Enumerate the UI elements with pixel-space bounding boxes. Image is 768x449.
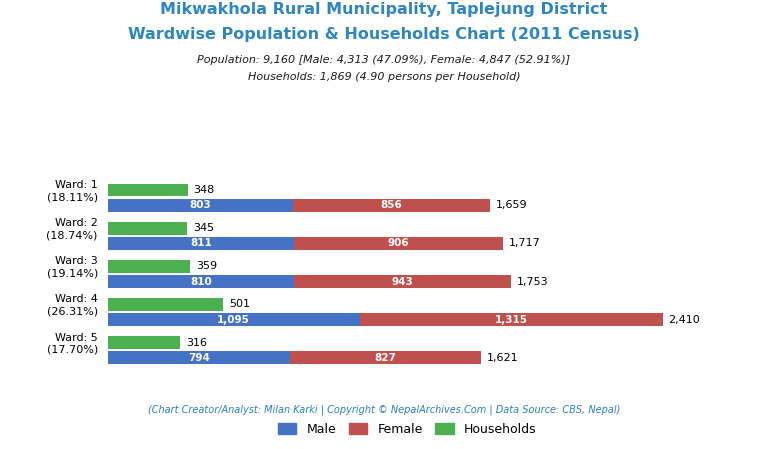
Text: 794: 794 xyxy=(188,353,210,363)
Text: 316: 316 xyxy=(186,338,207,348)
Text: 1,659: 1,659 xyxy=(495,200,527,210)
Text: 2,410: 2,410 xyxy=(668,315,700,325)
Text: 359: 359 xyxy=(196,261,217,271)
Bar xyxy=(108,336,180,349)
Text: Households: 1,869 (4.90 persons per Household): Households: 1,869 (4.90 persons per Hous… xyxy=(248,72,520,82)
Text: 1,315: 1,315 xyxy=(495,315,528,325)
Text: (Chart Creator/Analyst: Milan Karki | Copyright © NepalArchives.Com | Data Sourc: (Chart Creator/Analyst: Milan Karki | Co… xyxy=(147,404,621,414)
Bar xyxy=(294,275,511,288)
Text: 348: 348 xyxy=(194,185,215,195)
Text: 811: 811 xyxy=(190,238,212,248)
Bar xyxy=(359,313,663,326)
Bar xyxy=(294,237,503,250)
Bar xyxy=(108,313,359,326)
Bar xyxy=(108,260,190,273)
Bar xyxy=(108,199,293,212)
Legend: Male, Female, Households: Male, Female, Households xyxy=(273,418,541,441)
Text: 1,753: 1,753 xyxy=(517,277,549,286)
Text: 345: 345 xyxy=(193,223,214,233)
Bar xyxy=(108,222,187,234)
Bar xyxy=(108,275,294,288)
Bar xyxy=(108,237,294,250)
Text: 906: 906 xyxy=(388,238,409,248)
Bar xyxy=(290,352,481,364)
Text: 943: 943 xyxy=(392,277,414,286)
Bar xyxy=(293,199,490,212)
Text: Population: 9,160 [Male: 4,313 (47.09%), Female: 4,847 (52.91%)]: Population: 9,160 [Male: 4,313 (47.09%),… xyxy=(197,55,571,65)
Text: 1,717: 1,717 xyxy=(509,238,541,248)
Text: 1,621: 1,621 xyxy=(487,353,518,363)
Bar xyxy=(108,184,187,197)
Bar xyxy=(108,298,223,311)
Text: 803: 803 xyxy=(189,200,211,210)
Text: 856: 856 xyxy=(380,200,402,210)
Text: 810: 810 xyxy=(190,277,212,286)
Text: Mikwakhola Rural Municipality, Taplejung District: Mikwakhola Rural Municipality, Taplejung… xyxy=(161,2,607,17)
Text: 1,095: 1,095 xyxy=(217,315,250,325)
Text: 827: 827 xyxy=(375,353,396,363)
Text: 501: 501 xyxy=(229,299,250,309)
Bar xyxy=(108,352,290,364)
Text: Wardwise Population & Households Chart (2011 Census): Wardwise Population & Households Chart (… xyxy=(128,27,640,42)
